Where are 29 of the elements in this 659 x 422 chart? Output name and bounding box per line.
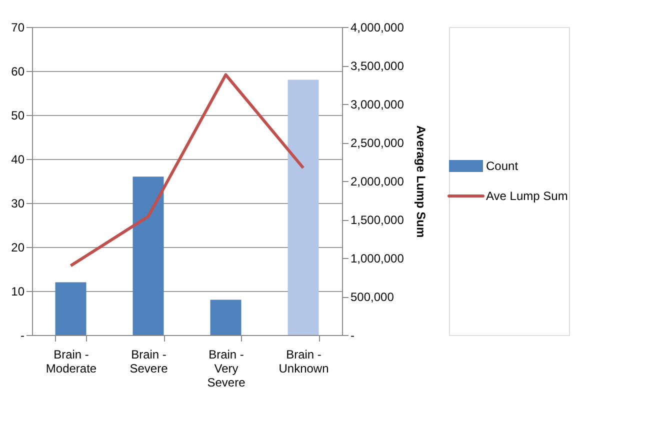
x-tick-label: Brain - Severe [130, 348, 168, 376]
legend-label: Count [486, 159, 519, 173]
legend-label: Ave Lump Sum [486, 189, 568, 203]
bar [210, 300, 242, 335]
y2-tick-label: 4,000,000 [350, 20, 404, 34]
y2-tick-label: 500,000 [350, 290, 394, 304]
y2-tick-label: 2,500,000 [350, 136, 404, 150]
y-tick-label: 50 [11, 108, 25, 122]
y-tick-label: 70 [11, 20, 25, 34]
bar [132, 176, 164, 335]
y-tick-label: 20 [11, 240, 25, 254]
y2-tick-label: - [350, 328, 354, 342]
y-tick-label: 10 [11, 284, 25, 298]
x-tick-label: Brain - Very Severe [207, 348, 246, 390]
bar [55, 282, 86, 335]
y2-tick-label: 1,500,000 [350, 213, 404, 227]
bar [288, 80, 319, 335]
y2-tick-label: 3,500,000 [350, 59, 404, 73]
y2-tick-label: 1,000,000 [350, 252, 404, 266]
x-tick-label: Brain - Unknown [278, 348, 329, 376]
line-series [69, 73, 305, 268]
y2-tick-label: 3,000,000 [350, 98, 404, 112]
y2-tick-label: 2,000,000 [350, 174, 404, 188]
y-tick-label: - [20, 328, 24, 342]
x-tick-label: Brain - Moderate [46, 348, 97, 376]
y-tick-label: 30 [11, 196, 25, 210]
y2-axis-title: Average Lump Sum [414, 125, 428, 238]
y-tick-label: 60 [11, 64, 25, 78]
y-tick-label: 40 [11, 152, 25, 166]
